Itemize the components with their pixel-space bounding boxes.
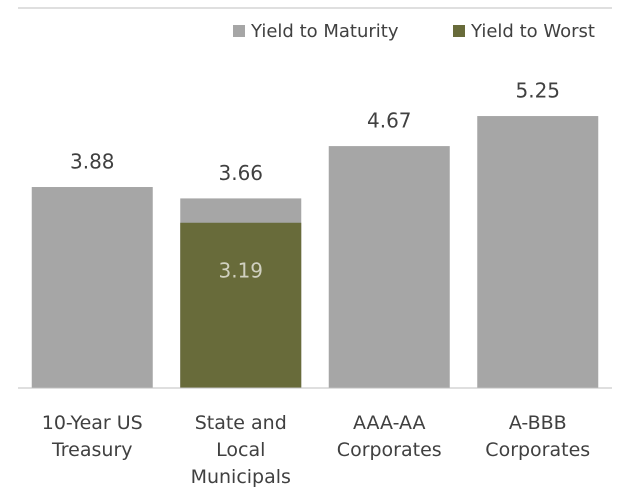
legend-label: Yield to Worst — [470, 21, 595, 42]
value-label: 3.66 — [218, 161, 263, 185]
category-label: A-BBB Corporates — [485, 412, 591, 461]
legend-swatch — [233, 25, 245, 37]
value-label: 3.88 — [70, 150, 115, 174]
legend-label: Yield to Maturity — [250, 21, 399, 42]
bar — [180, 222, 302, 388]
value-label: 4.67 — [367, 109, 412, 133]
bar — [477, 116, 599, 389]
bar — [31, 187, 153, 388]
category-label: AAA-AA Corporates — [336, 412, 442, 461]
category-label: State and Local Municipals — [190, 412, 291, 488]
value-label: 3.19 — [218, 258, 263, 282]
category-label: 10-Year US Treasury — [41, 412, 143, 461]
value-label: 5.25 — [515, 79, 560, 103]
bar — [328, 146, 450, 388]
legend-swatch — [453, 25, 465, 37]
